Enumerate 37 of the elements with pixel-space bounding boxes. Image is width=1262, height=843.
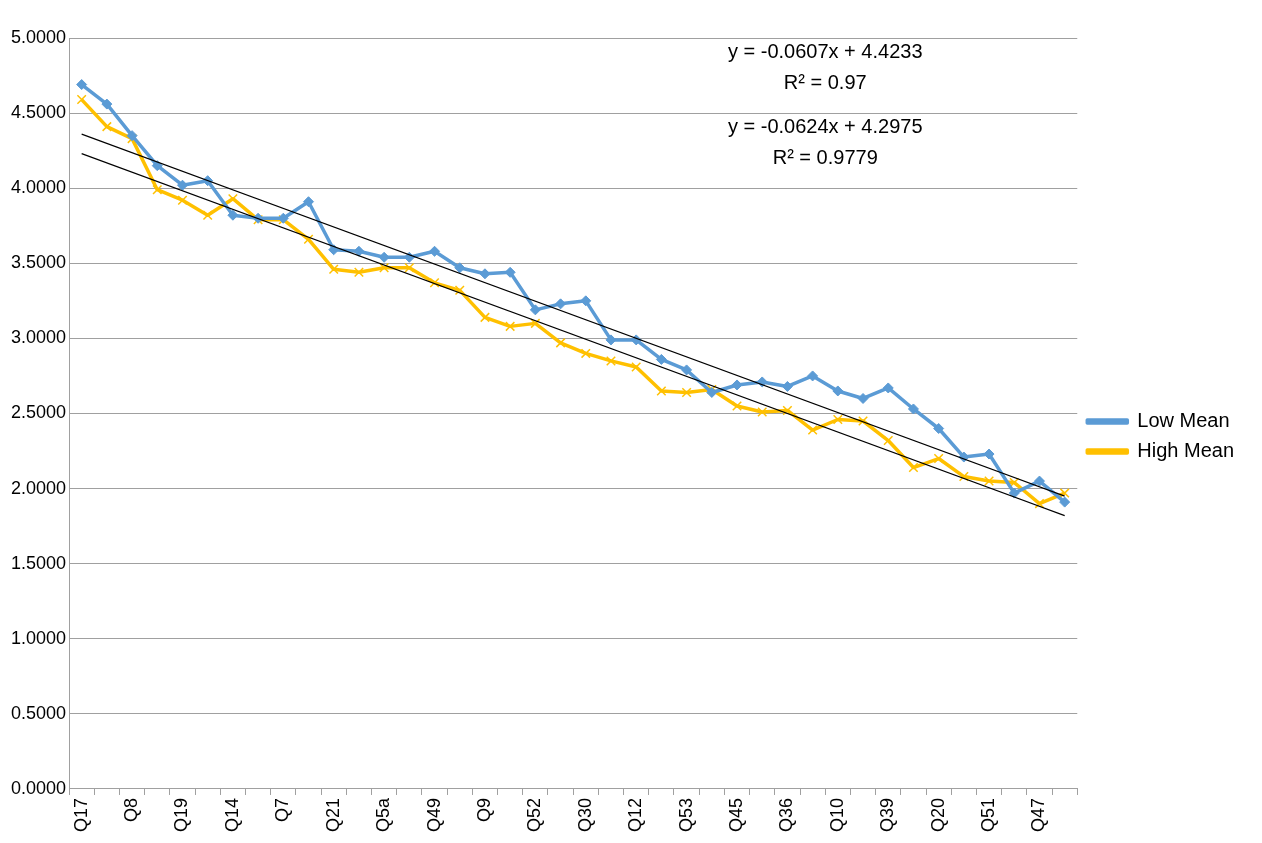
x-tick-label: Q36 — [776, 797, 797, 833]
legend-label: High Mean — [1137, 439, 1234, 462]
x-tick-label: Q52 — [524, 797, 545, 833]
x-tick-label: Q19 — [171, 797, 192, 833]
annotation: y = -0.0624x + 4.2975 — [727, 114, 923, 137]
y-tick-label: 3.5000 — [10, 252, 67, 273]
y-tick-label: 4.5000 — [10, 102, 67, 123]
x-tick-label: Q7 — [272, 797, 293, 822]
annotation: R² = 0.97 — [783, 70, 867, 93]
annotation: y = -0.0607x + 4.4233 — [727, 39, 923, 62]
y-tick-label: 1.5000 — [10, 552, 67, 573]
x-tick-label: Q21 — [322, 797, 343, 833]
x-tick-label: Q5a — [373, 797, 394, 833]
y-tick-label: 4.0000 — [10, 177, 67, 198]
x-tick-label: Q8 — [121, 797, 142, 822]
x-tick-label: Q39 — [877, 797, 898, 833]
x-tick-label: Q51 — [978, 797, 999, 833]
y-tick-label: 5.0000 — [10, 26, 67, 47]
x-tick-label: Q47 — [1028, 797, 1049, 833]
x-tick-label: Q9 — [473, 797, 494, 822]
x-tick-label: Q10 — [826, 797, 847, 833]
y-tick-label: 3.0000 — [10, 327, 67, 348]
x-tick-label: Q12 — [625, 797, 646, 833]
legend-label: Low Mean — [1137, 409, 1230, 432]
x-tick-label: Q53 — [675, 797, 696, 833]
x-tick-label: Q45 — [725, 797, 746, 833]
annotation: R² = 0.9779 — [772, 145, 878, 168]
y-tick-label: 1.0000 — [10, 627, 67, 648]
y-tick-label: 2.0000 — [10, 477, 67, 498]
x-tick-label: Q30 — [574, 797, 595, 833]
x-tick-label: Q20 — [927, 797, 948, 833]
y-tick-label: 2.5000 — [10, 402, 67, 423]
x-tick-label: Q17 — [70, 797, 91, 833]
y-tick-label: 0.0000 — [10, 777, 67, 798]
x-tick-label: Q49 — [423, 797, 444, 833]
y-tick-label: 0.5000 — [10, 702, 67, 723]
x-tick-label: Q14 — [221, 797, 242, 833]
